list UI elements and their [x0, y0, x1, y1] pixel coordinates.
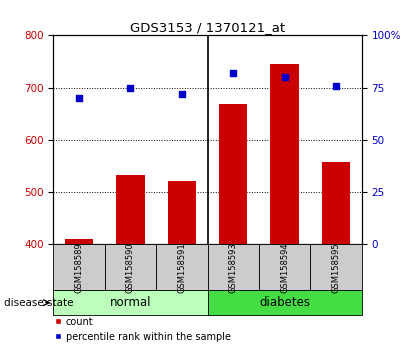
Text: GSM158594: GSM158594	[280, 242, 289, 293]
Point	[178, 91, 185, 97]
Bar	[322, 162, 350, 354]
Bar	[270, 64, 299, 354]
Text: GSM158593: GSM158593	[229, 242, 238, 293]
Point	[281, 74, 288, 80]
Text: diabetes: diabetes	[259, 296, 310, 309]
Legend: count, percentile rank within the sample: count, percentile rank within the sample	[50, 313, 235, 346]
Title: GDS3153 / 1370121_at: GDS3153 / 1370121_at	[130, 21, 285, 34]
Point	[230, 70, 237, 76]
Bar	[168, 181, 196, 354]
Bar	[219, 104, 247, 354]
Text: normal: normal	[110, 296, 151, 309]
Bar	[65, 239, 93, 354]
Point	[333, 83, 339, 88]
Text: disease state: disease state	[4, 298, 74, 308]
Text: GSM158589: GSM158589	[75, 242, 83, 293]
Text: GSM158590: GSM158590	[126, 242, 135, 293]
Text: GSM158591: GSM158591	[178, 242, 186, 293]
Point	[127, 85, 134, 91]
Text: GSM158595: GSM158595	[332, 242, 340, 293]
Bar	[116, 175, 145, 354]
Point	[76, 95, 82, 101]
